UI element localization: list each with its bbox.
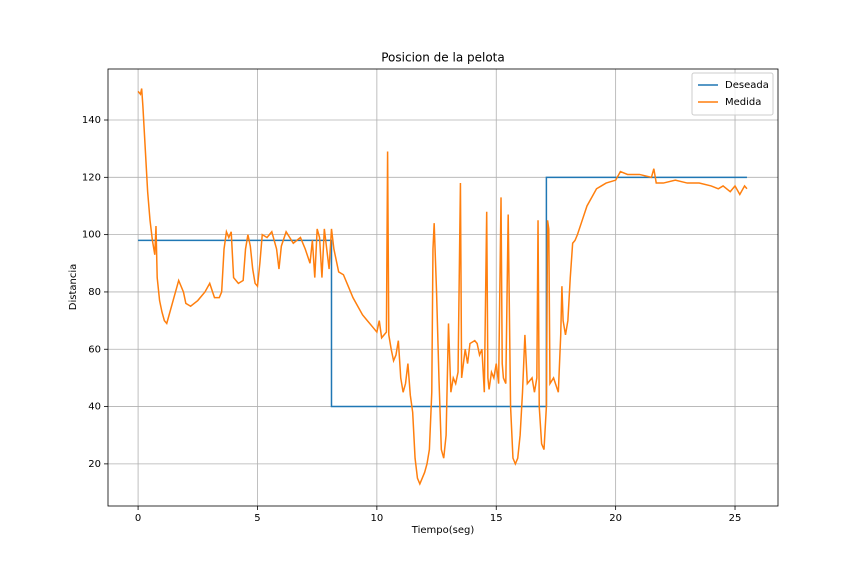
line — [138, 176, 747, 408]
x-tick-label: 10 — [370, 513, 383, 524]
legend-label: Medida — [725, 97, 761, 108]
y-tick-label: 20 — [88, 459, 101, 470]
y-tick-label: 80 — [88, 287, 101, 298]
x-tick-label: 25 — [729, 513, 742, 524]
x-tick-label: 20 — [609, 513, 622, 524]
x-tick-label: 15 — [490, 513, 503, 524]
y-tick-label: 120 — [82, 172, 101, 183]
line — [137, 88, 748, 486]
legend-box — [691, 72, 774, 116]
x-tick-label: 5 — [254, 513, 260, 524]
axes-frame — [107, 68, 779, 507]
x-tick-label: 0 — [135, 513, 141, 524]
legend-label: Deseada — [725, 80, 769, 91]
y-tick-label: 140 — [82, 115, 101, 126]
x-axis-label: Tiempo(seg) — [411, 525, 475, 536]
y-tick-label: 100 — [82, 230, 101, 241]
chart-title: Posicion de la pelota — [381, 51, 504, 65]
y-tick-label: 40 — [88, 402, 101, 413]
y-tick-label: 60 — [88, 344, 101, 355]
y-axis-label: Distancia — [68, 264, 79, 310]
